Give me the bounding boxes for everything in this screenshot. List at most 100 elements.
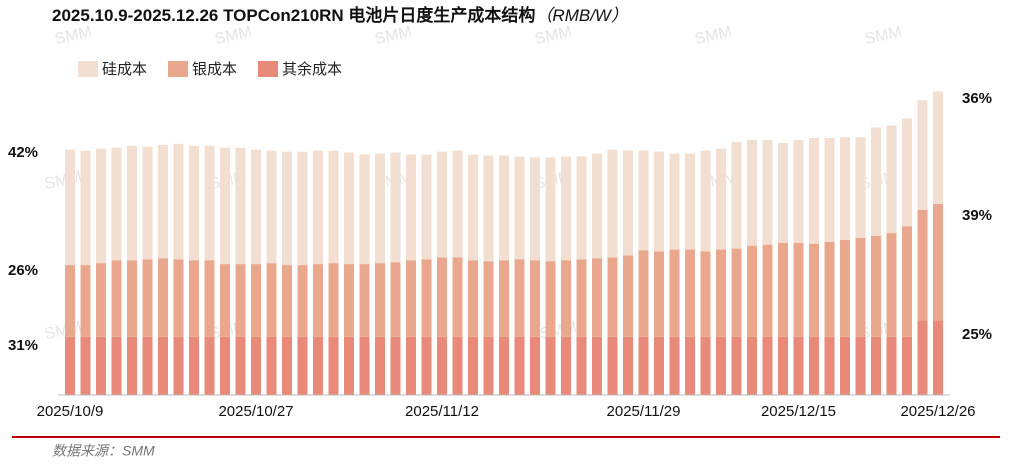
bar-segment [840,239,850,337]
bar-segment [623,336,633,395]
bar-segment [189,260,199,337]
bar-segment [65,149,75,266]
bar-segment [514,156,525,260]
annotation-left: 26% [8,262,38,279]
bar-segment [142,336,153,395]
bar-segment [824,336,835,395]
bar-segment [499,336,509,395]
bar-segment [96,336,106,395]
bar-segment [561,156,571,261]
bar-segment [917,209,928,321]
bar-segment [592,153,602,259]
bar-segment [390,262,401,337]
bar-segment [685,153,695,250]
bar-segment [514,259,525,337]
bar-segment [638,250,649,337]
x-tick-label: 2025/11/12 [405,403,479,420]
bar-segment [623,150,633,256]
bar-segment [778,336,788,395]
bar-segment [855,336,866,395]
bar-segment [902,226,912,337]
bar-segment [762,139,773,245]
bar-segment [623,255,633,337]
bar-segment [499,155,509,261]
bar-segment [297,151,308,266]
bar-segment [282,151,292,266]
bar-segment [499,260,509,337]
title-text: 2025.10.9-2025.12.26 TOPCon210RN 电池片日度生产… [52,5,535,25]
bar-segment [127,145,137,261]
bar-segment [220,147,230,265]
bar-segment [468,154,478,261]
bar-segment [483,155,494,262]
bar-segment [933,320,943,395]
bar-segment [669,336,680,395]
bar-segment [514,336,525,395]
bar-segment [545,157,556,262]
bar-segment [158,258,168,337]
bar-segment [251,264,261,337]
bar-segment [127,260,137,337]
bar-segment [561,260,571,337]
bar-segment [824,241,835,337]
bar-segment [483,261,494,337]
bar-segment [731,248,742,337]
annotation-right: 36% [962,90,992,107]
watermark: SMM [53,24,93,48]
bar-segment [406,260,416,337]
bar-segment [685,249,695,337]
bar-segment [902,118,912,227]
x-tick-label: 2025/10/9 [37,403,104,420]
bar-segment [592,336,602,395]
bar-segment [483,336,494,395]
bar-segment [747,245,757,337]
bar-segment [530,157,540,261]
bar-segment [607,149,618,258]
watermark: SMM [863,24,903,48]
bar-segment [65,336,75,395]
bar-segment [716,148,726,250]
annotation-right: 25% [962,326,992,343]
legend-label: 银成本 [192,61,237,78]
bar-segment [809,138,819,244]
bar-segment [266,336,277,395]
bar-segment [390,336,401,395]
source: 数据来源：SMM [52,443,155,459]
bar-segment [344,336,354,395]
bar-segment [654,336,664,395]
bar-segment [127,336,137,395]
bar-segment [452,336,463,395]
bar-segment [359,264,370,337]
bar-segment [933,203,943,321]
bar-segment [592,258,602,337]
bar-segment [886,233,897,337]
bar-segment [235,336,246,395]
bar-segment [809,336,819,395]
bar-segment [607,336,618,395]
bar-segment [669,153,680,250]
bar-segment [793,336,804,395]
title-unit: （RMB/W） [535,6,628,25]
bar-segment [328,263,339,337]
bar-segment [669,249,680,337]
bar-segment [344,264,354,337]
bar-segment [654,251,664,337]
chart-title: 2025.10.9-2025.12.26 TOPCon210RN 电池片日度生产… [52,5,628,25]
bar-segment [204,336,215,395]
bar-segment [871,235,881,337]
bar-segment [375,263,385,337]
bar-segment [220,336,230,395]
bar-segment [80,336,91,395]
bar-segment [638,150,649,251]
bar-segment [793,242,804,337]
bar-segment [576,156,587,260]
bar-segment [700,251,711,337]
bar-segment [762,336,773,395]
bar-segment [313,150,323,265]
bar-segment [855,137,866,238]
bar-segment [576,336,587,395]
bar-segment [173,143,184,260]
bar-segment [421,259,432,337]
bar-segment [282,265,292,337]
